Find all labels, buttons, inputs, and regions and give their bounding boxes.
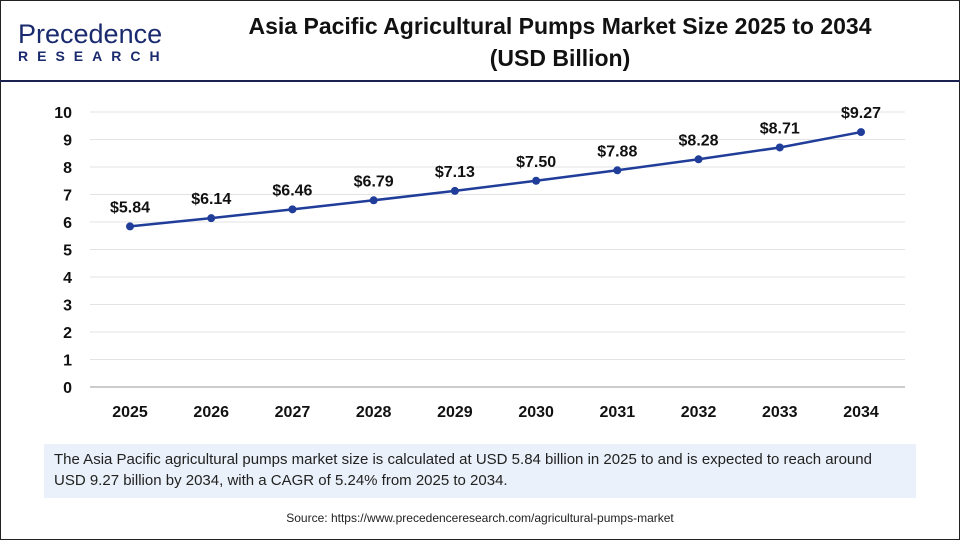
x-tick-label: 2032 <box>681 404 717 421</box>
x-tick-label: 2025 <box>112 404 148 421</box>
data-point <box>288 205 297 214</box>
logo-wordmark: Precedence <box>18 19 163 49</box>
x-tick-label: 2027 <box>275 404 311 421</box>
data-point <box>775 143 784 152</box>
data-point <box>126 222 134 231</box>
y-tick-label: 2 <box>63 325 72 342</box>
data-label: $8.71 <box>760 120 800 137</box>
data-point <box>694 155 703 164</box>
title-line-2: (USD Billion) <box>489 45 631 71</box>
header-divider <box>0 80 960 82</box>
y-tick-label: 8 <box>63 160 72 177</box>
data-label: $7.13 <box>435 164 475 181</box>
logo: Precedence RESEARCH <box>18 19 169 64</box>
x-tick-label: 2026 <box>193 404 229 421</box>
y-tick-label: 9 <box>63 133 72 150</box>
x-tick-label: 2034 <box>843 404 879 421</box>
data-label: $9.27 <box>841 105 881 122</box>
data-point <box>532 176 541 185</box>
y-tick-label: 0 <box>63 380 72 397</box>
series-line <box>129 130 862 228</box>
y-tick-label: 6 <box>63 215 72 232</box>
x-tick-label: 2031 <box>600 404 636 421</box>
chart-title: Asia Pacific Agricultural Pumps Market S… <box>200 10 920 74</box>
data-label: $6.14 <box>191 191 231 208</box>
y-tick-label: 4 <box>63 270 72 287</box>
y-tick-label: 5 <box>63 243 72 260</box>
source-text: Source: https://www.precedenceresearch.c… <box>286 511 674 525</box>
data-label: $7.50 <box>516 154 556 171</box>
data-label: $8.28 <box>679 132 719 149</box>
x-tick-label: 2028 <box>356 404 392 421</box>
y-tick-label: 1 <box>63 353 72 370</box>
y-tick-label: 7 <box>63 188 72 205</box>
x-tick-label: 2029 <box>437 404 473 421</box>
data-point <box>207 214 216 223</box>
logo-subtitle: RESEARCH <box>18 48 169 64</box>
data-point <box>369 196 378 205</box>
title-line-1: Asia Pacific Agricultural Pumps Market S… <box>248 13 872 39</box>
data-label: $7.88 <box>597 143 637 160</box>
description-box: The Asia Pacific agricultural pumps mark… <box>44 444 916 498</box>
data-label: $6.46 <box>272 182 312 199</box>
data-point <box>857 128 865 137</box>
data-label: $6.79 <box>354 173 394 190</box>
data-label: $5.84 <box>110 199 150 216</box>
y-tick-label: 10 <box>54 105 72 122</box>
x-tick-label: 2033 <box>762 404 798 421</box>
data-point <box>613 166 622 175</box>
y-tick-label: 3 <box>63 298 72 315</box>
x-tick-label: 2030 <box>518 404 554 421</box>
data-point <box>450 186 459 195</box>
